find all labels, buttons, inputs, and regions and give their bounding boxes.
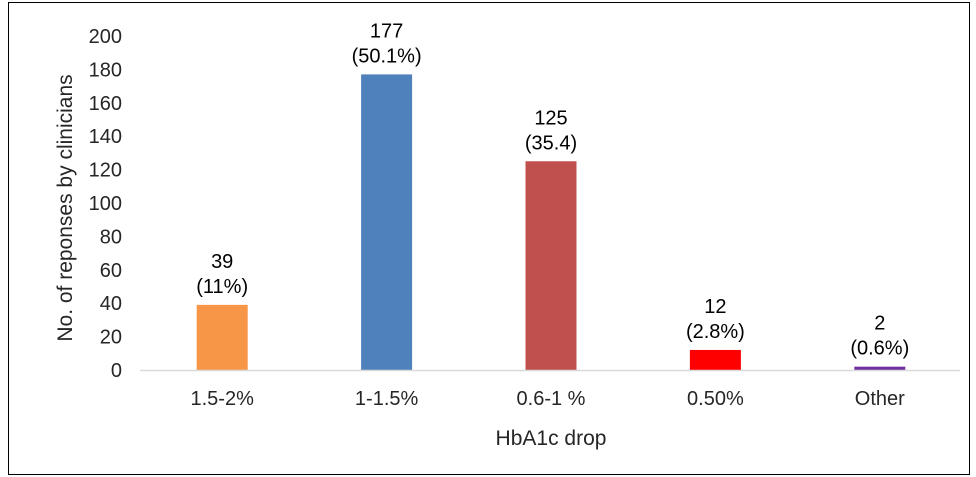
y-tick-label: 80 [100, 226, 122, 248]
y-tick-label: 60 [100, 260, 122, 282]
x-axis-ticks: 1.5-2% 1-1.5% 0.6-1 % 0.50% Other [191, 388, 906, 410]
x-axis-title: HbA1c drop [496, 427, 607, 450]
y-tick-label: 160 [89, 93, 122, 115]
y-tick-label: 120 [89, 160, 122, 182]
x-tick-label: 0.6-1 % [517, 388, 586, 410]
bar-value-label: 2 [874, 313, 885, 335]
data-labels: 39 (11%) 177 (50.1%) 125 (35.4) 12 (2.8%) 2 (0.6%… [196, 20, 909, 359]
y-tick-label: 100 [89, 193, 122, 215]
x-tick-label: 1-1.5% [355, 388, 419, 410]
bars [196, 74, 906, 370]
bar [854, 366, 906, 370]
y-tick-label: 140 [89, 126, 122, 148]
bar-value-label: 177 [370, 20, 403, 42]
bar-percent-label: (35.4) [525, 132, 577, 154]
bar-value-label: 39 [211, 251, 233, 273]
bar-percent-label: (50.1%) [352, 45, 422, 67]
x-tick-label: 0.50% [687, 388, 744, 410]
bar-value-label: 125 [534, 107, 567, 129]
y-tick-label: 20 [100, 327, 122, 349]
bar-value-label: 12 [704, 296, 726, 318]
bar-percent-label: (11%) [196, 276, 248, 298]
bar [525, 161, 577, 370]
y-tick-label: 180 [89, 59, 122, 81]
y-tick-label: 40 [100, 293, 122, 315]
bar [361, 74, 413, 370]
x-tick-label: 1.5-2% [191, 388, 255, 410]
x-tick-label: Other [855, 388, 905, 410]
bar-percent-label: (2.8%) [686, 321, 745, 343]
y-tick-label: 200 [89, 26, 122, 48]
bar [196, 304, 248, 370]
bar-percent-label: (0.6%) [850, 338, 909, 360]
y-axis-ticks: 0 20 40 60 80 100 120 140 160 180 200 [89, 26, 122, 382]
bar [689, 349, 741, 370]
y-axis-title: No. of reponses by clinicians [54, 74, 77, 341]
y-tick-label: 0 [111, 360, 122, 382]
chart-frame [8, 2, 970, 475]
